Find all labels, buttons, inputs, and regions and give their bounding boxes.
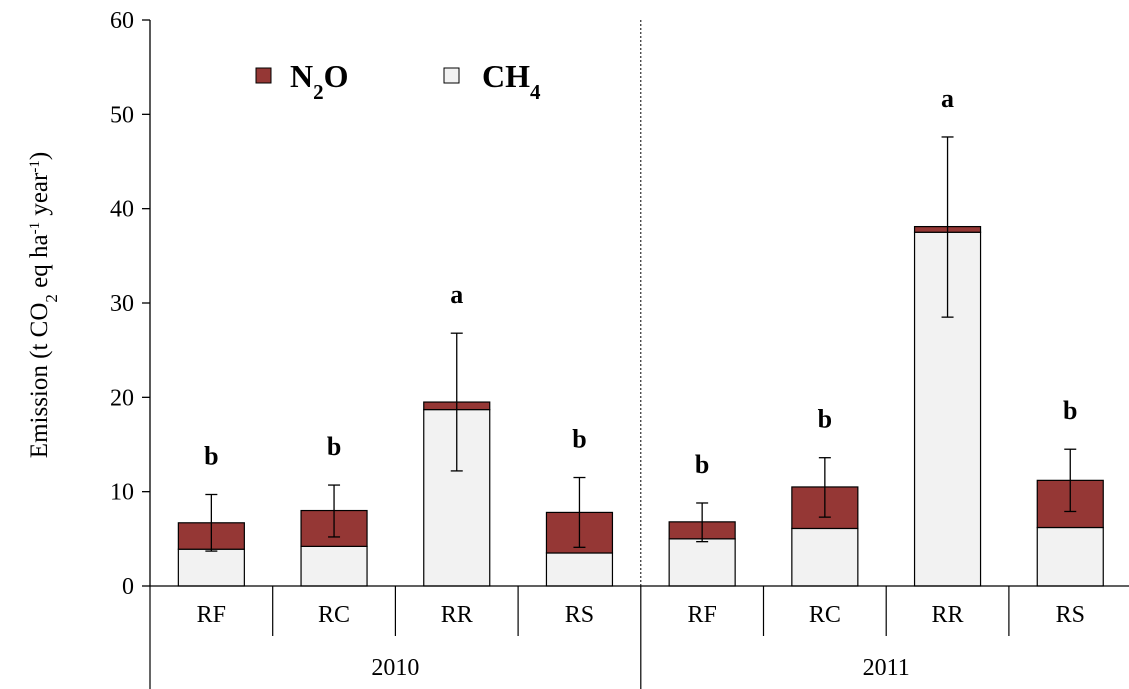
x-category-label: RS	[565, 602, 594, 628]
bar-segment-ch4	[300, 545, 368, 587]
y-axis: 0 10 20 30 40 50 60	[110, 8, 151, 600]
significance-letters: b b a b b b a b	[204, 84, 1077, 479]
significance-letter: b	[204, 441, 218, 470]
significance-letter: b	[695, 450, 709, 479]
x-category-label: RC	[809, 602, 841, 628]
significance-letter: b	[327, 432, 341, 461]
y-tick-label: 0	[122, 574, 134, 600]
bar-segment-ch4	[791, 527, 859, 587]
bar-segment-ch4	[177, 548, 245, 587]
x-category-label: RC	[318, 602, 350, 628]
x-category-label: RF	[197, 602, 226, 628]
y-tick-label: 40	[110, 197, 134, 223]
legend-swatch-n2o	[255, 67, 272, 84]
legend-label-ch4: CH4	[482, 58, 541, 104]
y-tick-label: 30	[110, 291, 134, 317]
significance-letter: a	[450, 280, 463, 309]
x-category-label: RF	[687, 602, 716, 628]
y-tick-label: 50	[110, 102, 134, 128]
x-category-label: RR	[932, 602, 964, 628]
bar-segment-ch4	[1036, 526, 1104, 587]
legend-label-n2o: N2O	[290, 58, 349, 104]
x-axis: RF RC RR RS RF RC RR RS 2010 2011	[149, 20, 1129, 689]
significance-letter: b	[1063, 396, 1077, 425]
x-category-label: RS	[1056, 602, 1085, 628]
significance-letter: b	[572, 425, 586, 454]
x-category-label: RR	[441, 602, 473, 628]
legend-swatch-ch4	[443, 67, 460, 84]
y-tick-label: 60	[110, 8, 134, 34]
y-axis-title-text: Emission (t CO2 eq ha-1 year-1)	[26, 152, 61, 458]
error-bars	[205, 136, 1077, 552]
y-tick-label: 20	[110, 385, 134, 411]
legend: N2O CH4	[255, 58, 541, 104]
significance-letter: b	[818, 405, 832, 434]
y-axis-title: Emission (t CO2 eq ha-1 year-1)	[26, 152, 61, 458]
bar-segment-ch4	[668, 538, 736, 587]
x-group-label: 2010	[371, 655, 419, 681]
bar-segment-ch4	[545, 552, 614, 587]
significance-letter: a	[941, 84, 954, 113]
y-tick-label: 10	[110, 480, 134, 506]
x-group-label: 2011	[863, 655, 910, 681]
